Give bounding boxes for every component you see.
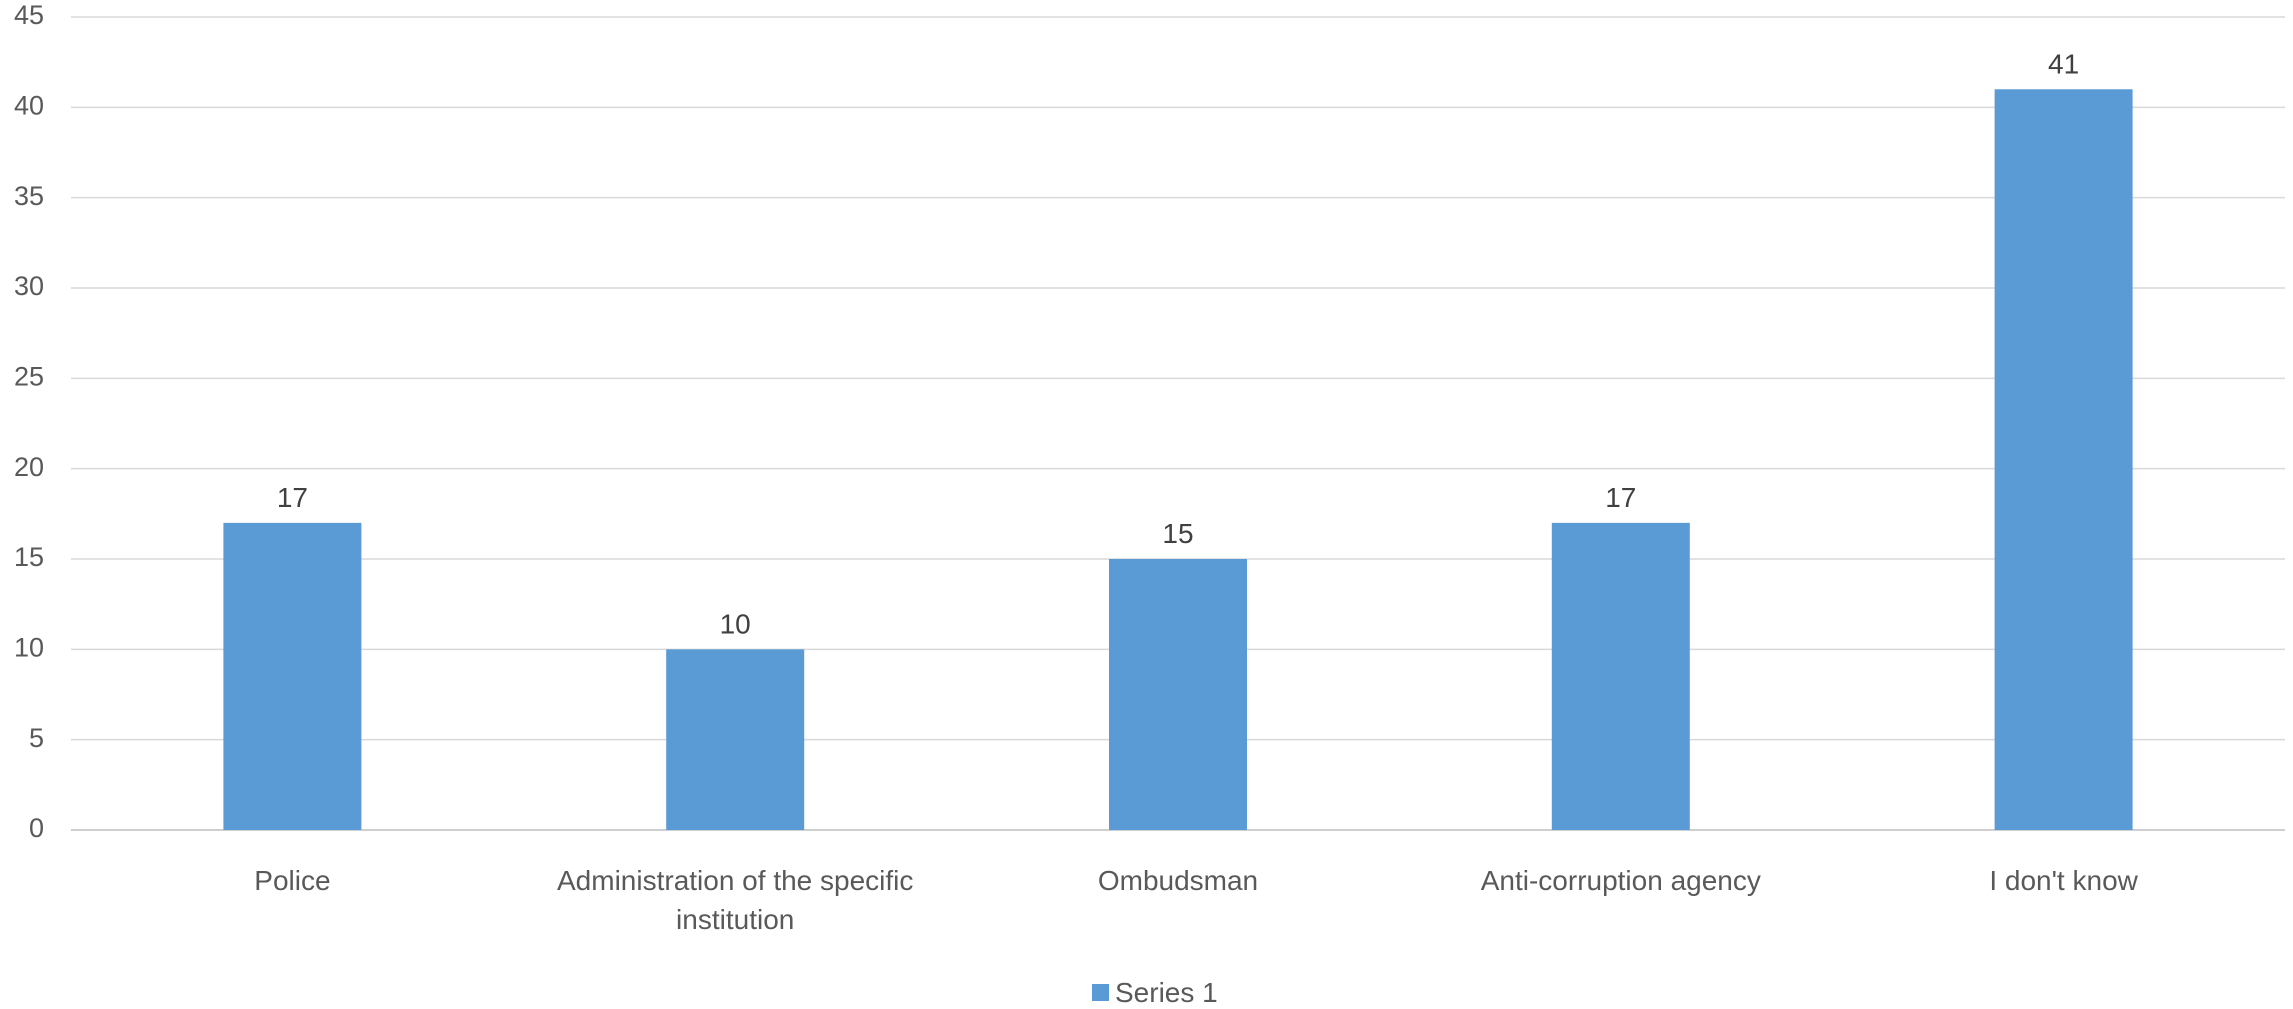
y-tick-label: 0 <box>29 813 44 843</box>
x-tick-label: Ombudsman <box>1098 865 1258 896</box>
data-label: 17 <box>277 482 308 513</box>
x-tick-label: Anti-corruption agency <box>1481 865 1761 896</box>
bar <box>223 522 362 830</box>
y-tick-label: 30 <box>14 271 44 301</box>
data-label: 17 <box>1605 482 1636 513</box>
bar <box>1109 559 1247 830</box>
x-tick-label: I don't know <box>1989 865 2138 896</box>
y-tick-label: 15 <box>14 542 44 572</box>
data-label: 41 <box>2048 48 2079 79</box>
data-label: 15 <box>1162 518 1193 549</box>
y-tick-label: 5 <box>29 723 44 753</box>
legend: Series 1 <box>1092 977 1218 1008</box>
y-tick-label: 35 <box>14 181 44 211</box>
x-tick-label: Administration of the specific <box>557 865 913 896</box>
y-tick-label: 45 <box>14 0 44 30</box>
y-tick-label: 25 <box>14 361 44 391</box>
y-tick-label: 20 <box>14 452 44 482</box>
bar <box>666 649 805 830</box>
y-axis-ticks: 0 5 10 15 20 25 30 35 40 45 <box>14 0 44 843</box>
bar <box>1994 89 2133 831</box>
bar <box>1551 522 1690 830</box>
data-labels: 17 10 15 17 41 <box>277 48 2079 639</box>
y-tick-label: 10 <box>14 632 44 662</box>
legend-label-series-1: Series 1 <box>1115 977 1218 1008</box>
y-tick-label: 40 <box>14 90 44 120</box>
bars <box>223 89 2133 831</box>
legend-swatch-series-1 <box>1092 984 1109 1001</box>
x-axis-labels: Police Administration of the specific inst… <box>254 865 2138 935</box>
gridlines <box>71 16 2285 831</box>
x-tick-label: institution <box>676 904 794 935</box>
x-tick-label: Police <box>254 865 330 896</box>
data-label: 10 <box>720 608 751 639</box>
